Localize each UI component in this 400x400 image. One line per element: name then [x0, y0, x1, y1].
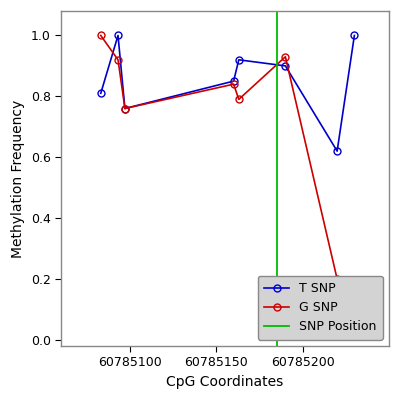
T SNP [231, 79, 236, 84]
G SNP [98, 33, 103, 38]
T SNP [283, 64, 288, 68]
T SNP [122, 106, 127, 111]
G SNP [122, 106, 127, 111]
Y-axis label: Methylation Frequency: Methylation Frequency [11, 99, 25, 258]
T SNP [98, 91, 103, 96]
G SNP [335, 276, 340, 281]
T SNP [116, 33, 120, 38]
Line: G SNP: G SNP [97, 32, 358, 337]
G SNP [231, 82, 236, 86]
Legend: T SNP, G SNP, SNP Position: T SNP, G SNP, SNP Position [258, 276, 383, 340]
T SNP [335, 149, 340, 154]
G SNP [352, 331, 357, 336]
G SNP [236, 97, 241, 102]
T SNP [352, 33, 357, 38]
Line: T SNP: T SNP [97, 32, 358, 154]
T SNP [236, 58, 241, 62]
X-axis label: CpG Coordinates: CpG Coordinates [166, 375, 284, 389]
G SNP [283, 54, 288, 59]
G SNP [116, 58, 120, 62]
